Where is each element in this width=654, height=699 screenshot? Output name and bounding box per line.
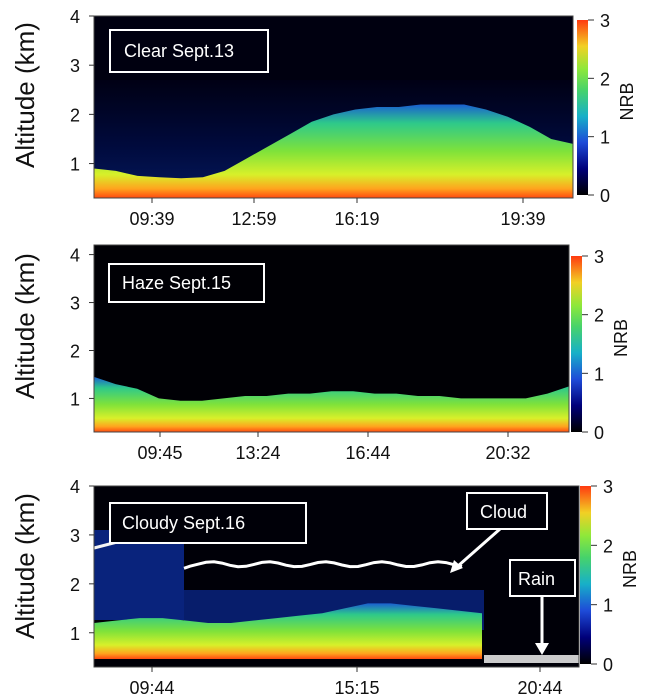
x-tick-label: 13:24 [235, 443, 280, 463]
colorbar-tick-label: 1 [600, 128, 610, 148]
x-tick-label: 12:59 [231, 209, 276, 229]
plot-frame-3 [93, 485, 580, 668]
aerosol-layer-3 [94, 603, 482, 659]
colorbar-tick-label: 0 [600, 186, 610, 206]
colorbar-1 [577, 20, 588, 195]
rain-arrowhead [535, 643, 549, 655]
x-tick-label: 16:19 [334, 209, 379, 229]
x-tick-label: 20:32 [485, 443, 530, 463]
panel-clear: 1 2 3 4 09:39 12:59 16:19 19:39 Altitude (km) Cl… [10, 7, 637, 229]
colorbar-label: NRB [620, 550, 640, 588]
annotation-box-1 [109, 29, 269, 73]
panel-label-2: Haze Sept.15 [122, 273, 231, 293]
colorbar-tick-label: 1 [594, 364, 604, 384]
y-tick-label: 2 [70, 341, 80, 361]
cloud-arrow [457, 527, 501, 568]
x-tick-label: 15:15 [334, 678, 379, 698]
rain-callout-box [509, 559, 576, 597]
x-tick-label: 19:39 [500, 209, 545, 229]
panel-cloudy: 1 2 3 4 09:44 15:15 20:44 Altitude (km) Cloudy … [10, 477, 640, 698]
cloud-callout-label: Cloud [480, 502, 527, 522]
y-tick-label: 4 [70, 7, 80, 27]
colorbar-tick-label: 0 [603, 655, 613, 675]
y-tick-label: 1 [70, 155, 80, 175]
y-tick-label: 4 [70, 246, 80, 266]
colorbar-tick-label: 3 [600, 11, 610, 31]
colorbar-tick-label: 2 [600, 69, 610, 89]
colorbar-tick-label: 3 [594, 247, 604, 267]
y-tick-label: 4 [70, 477, 80, 497]
colorbar-tick-label: 1 [603, 596, 613, 616]
aerosol-layer-1 [94, 104, 573, 198]
rain-callout-label: Rain [518, 569, 555, 589]
x-tick-label: 16:44 [345, 443, 390, 463]
colorbar-label: NRB [617, 82, 637, 120]
y-axis-label: Altitude (km) [10, 22, 40, 168]
y-tick-label: 1 [70, 389, 80, 409]
y-tick-label: 3 [70, 526, 80, 546]
plot-frame-2 [93, 244, 570, 433]
colorbar-2 [571, 256, 582, 432]
panel-label-1: Clear Sept.13 [124, 41, 234, 61]
colorbar-3 [580, 486, 591, 664]
colorbar-tick-label: 2 [594, 306, 604, 326]
y-axis-label: Altitude (km) [10, 493, 40, 639]
colorbar-label: NRB [611, 319, 631, 357]
x-tick-label: 09:45 [137, 443, 182, 463]
x-tick-label: 20:44 [517, 678, 562, 698]
annotation-box-3 [109, 502, 307, 544]
aerosol-layer-2 [94, 376, 569, 432]
rain-echo [484, 655, 579, 663]
y-axis-label: Altitude (km) [10, 253, 40, 399]
colorbar-tick-label: 2 [603, 536, 613, 556]
plot-frame-1 [93, 15, 574, 199]
cloud-arrowhead [450, 560, 463, 573]
cloud-callout-box [466, 492, 548, 530]
y-tick-label: 1 [70, 624, 80, 644]
panel-haze: 1 2 3 4 09:45 13:24 16:44 20:32 Altitude (km) Ha… [10, 244, 631, 463]
y-tick-label: 3 [70, 56, 80, 76]
annotation-box-2 [108, 263, 265, 303]
y-tick-label: 2 [70, 575, 80, 595]
x-tick-label: 09:44 [129, 678, 174, 698]
panel-label-3: Cloudy Sept.16 [122, 513, 245, 533]
colorbar-tick-label: 0 [594, 423, 604, 443]
y-tick-label: 2 [70, 105, 80, 125]
cloud-band [183, 560, 463, 570]
colorbar-tick-label: 3 [603, 477, 613, 497]
y-tick-label: 3 [70, 294, 80, 314]
x-tick-label: 09:39 [129, 209, 174, 229]
